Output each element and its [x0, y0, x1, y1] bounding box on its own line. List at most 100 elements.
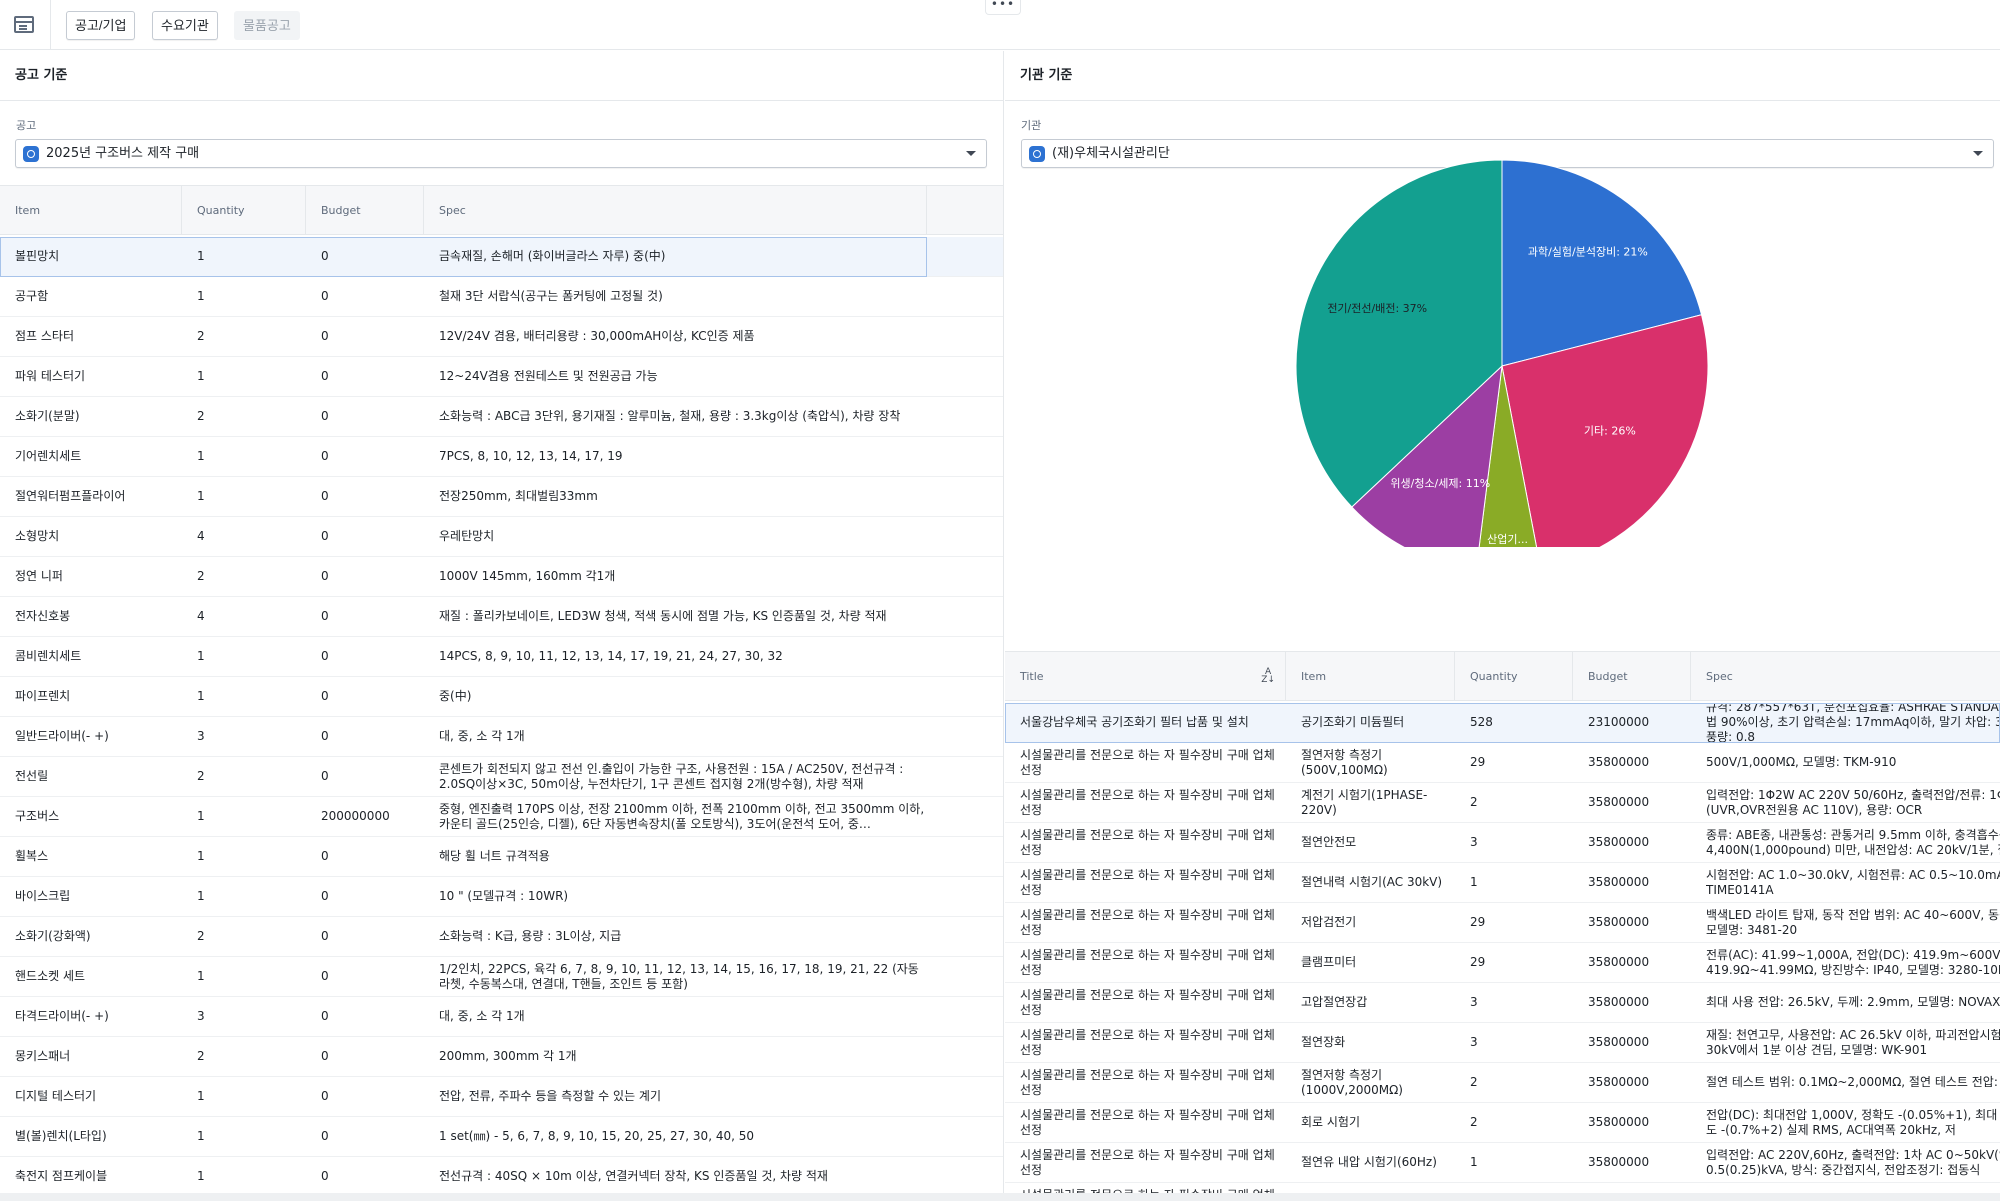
- cell-title: 시설물관리를 전문으로 하는 자 필수장비 구매 업체 선정: [1020, 907, 1275, 937]
- tab-button-goods-notice[interactable]: 물품공고: [234, 11, 300, 40]
- cell-spec: 전류(AC): 41.99~1,000A, 전압(DC): 419.9m~600…: [1706, 947, 2000, 977]
- table-row[interactable]: 시설물관리를 전문으로 하는 자 필수장비 구매 업체 선정 절연안전모 3 3580…: [1005, 823, 2000, 863]
- column-header-quantity[interactable]: Quantity: [1455, 652, 1573, 701]
- cell-budget: 0: [321, 1009, 329, 1023]
- table-row[interactable]: 파워 테스터기 1 0 12~24V겸용 전원테스트 및 전원공급 가능: [0, 357, 1003, 397]
- chevron-down-icon: [1973, 151, 1983, 156]
- cell-budget: 35800000: [1588, 755, 1650, 769]
- table-row[interactable]: 볼핀망치 1 0 금속재질, 손해머 (화이버글라스 자루) 중(中): [0, 237, 1003, 277]
- pie-slice[interactable]: [1295, 159, 1503, 508]
- cell-item: 절연워터펌프플라이어: [15, 489, 126, 503]
- table-row[interactable]: 시설물관리를 전문으로 하는 자 필수장비 구매 업체 선정 클램프미터 29 358…: [1005, 943, 2000, 983]
- cell-item: 절연안전모: [1301, 835, 1357, 849]
- cell-spec: 절연 테스트 범위: 0.1MΩ~2,000MΩ, 절연 테스트 전압: 250…: [1706, 1075, 2000, 1089]
- table-row[interactable]: 시설물관리를 전문으로 하는 자 필수장비 구매 업체 선정 저압검전기 29 358…: [1005, 903, 2000, 943]
- table-row[interactable]: 소형망치 4 0 우레탄망치: [0, 517, 1003, 557]
- cell-spec: 12~24V겸용 전원테스트 및 전원공급 가능: [439, 369, 658, 383]
- tab-button-demand-agency[interactable]: 수요기관: [152, 11, 218, 40]
- table-row[interactable]: 디지털 테스터기 1 0 전압, 전류, 주파수 등을 측정할 수 있는 계기: [0, 1077, 1003, 1117]
- cell-spec: 우레탄망치: [439, 529, 495, 543]
- horizontal-scrollbar[interactable]: [0, 1193, 2000, 1201]
- table-row[interactable]: 소화기(분말) 2 0 소화능력 : ABC급 3단위, 용기재질 : 알루미늄, 철…: [0, 397, 1003, 437]
- cell-item: 절연유 내압 시험기(60Hz): [1301, 1155, 1437, 1169]
- table-row[interactable]: 소화기(강화액) 2 0 소화능력 : K급, 용량 : 3L이상, 지급: [0, 917, 1003, 957]
- table-row[interactable]: 시설물관리를 전문으로 하는 자 필수장비 구매 업체 선정 절연내력 시험기(A…: [1005, 863, 2000, 903]
- table-row[interactable]: 바이스크립 1 0 10 " (모델규격 : 10WR): [0, 877, 1003, 917]
- table-row[interactable]: 타격드라이버(- +) 3 0 대, 중, 소 각 1개: [0, 997, 1003, 1037]
- cell-quantity: 1: [197, 1089, 205, 1103]
- sort-az-icon[interactable]: A Z↓: [1261, 667, 1275, 685]
- cell-budget: 0: [321, 969, 329, 983]
- table-row[interactable]: 전선릴 2 0 콘센트가 회전되지 않고 전선 인.출입이 가능한 구조, 사용전원 …: [0, 757, 1003, 797]
- table-row[interactable]: 콤비렌치세트 1 0 14PCS, 8, 9, 10, 11, 12, 13, 14,…: [0, 637, 1003, 677]
- table-row[interactable]: 정연 니퍼 2 0 1000V 145mm, 160mm 각1개: [0, 557, 1003, 597]
- table-row[interactable]: 휠복스 1 0 해당 휠 너트 규격적용: [0, 837, 1003, 877]
- notice-select[interactable]: 2025년 구조버스 제작 구매: [15, 139, 987, 168]
- cell-spec: 1 set(㎜) - 5, 6, 7, 8, 9, 10, 15, 20, 25…: [439, 1129, 754, 1143]
- column-header-budget[interactable]: Budget: [1573, 652, 1691, 701]
- cell-quantity: 3: [1470, 995, 1478, 1009]
- column-header-item[interactable]: Item: [0, 186, 182, 235]
- cell-quantity: 1: [197, 1169, 205, 1183]
- cell-item: 소화기(분말): [15, 409, 80, 423]
- pie-slice[interactable]: [1501, 159, 1703, 367]
- cell-budget: 0: [321, 369, 329, 383]
- table-row[interactable]: 공구함 1 0 철재 3단 서랍식(공구는 폼커팅에 고정될 것): [0, 277, 1003, 317]
- cell-budget: 23100000: [1588, 715, 1650, 729]
- table-row[interactable]: 점프 스타터 2 0 12V/24V 겸용, 배터리용량 : 30,000mAH이상,…: [0, 317, 1003, 357]
- cell-title: 시설물관리를 전문으로 하는 자 필수장비 구매 업체 선정: [1020, 987, 1275, 1017]
- table-row[interactable]: 서울강남우체국 공기조화기 필터 납품 및 설치 공기조화기 미듐필터 528 231…: [1005, 703, 2000, 743]
- column-header-budget[interactable]: Budget: [306, 186, 424, 235]
- table-row[interactable]: 일반드라이버(- +) 3 0 대, 중, 소 각 1개: [0, 717, 1003, 757]
- table-row[interactable]: 시설물관리를 전문으로 하는 자 필수장비 구매 업체 선정 절연유 내압 시험기…: [1005, 1143, 2000, 1183]
- agency-select-value: (재)우체국시설관리단: [1052, 146, 1170, 161]
- cell-quantity: 1: [197, 969, 205, 983]
- cell-spec: 콘센트가 회전되지 않고 전선 인.출입이 가능한 구조, 사용전원 : 15A…: [439, 761, 904, 791]
- tab-button-notice-company[interactable]: 공고/기업: [66, 11, 136, 40]
- cell-item: 전선릴: [15, 769, 49, 783]
- cell-quantity: 1: [197, 889, 205, 903]
- table-row[interactable]: 전자신호봉 4 0 재질 : 폴리카보네이트, LED3W 청색, 적색 동시에 점멸…: [0, 597, 1003, 637]
- table-row[interactable]: 파이프렌치 1 0 중(中): [0, 677, 1003, 717]
- cell-item: 계전기 시험기(1PHASE-220V): [1301, 787, 1428, 817]
- cell-quantity: 2: [197, 1049, 205, 1063]
- table-row[interactable]: 절연워터펌프플라이어 1 0 전장250mm, 최대벌림33mm: [0, 477, 1003, 517]
- table-row[interactable]: 핸드소켓 세트 1 0 1/2인치, 22PCS, 육각 6, 7, 8, 9, 10…: [0, 957, 1003, 997]
- cell-item: 핸드소켓 세트: [15, 969, 86, 983]
- column-header-spec[interactable]: Spec: [1706, 670, 1733, 683]
- table-row[interactable]: 구조버스 1 200000000 중형, 엔진출력 170PS 이상, 전장 2100…: [0, 797, 1003, 837]
- cell-budget: 0: [321, 1089, 329, 1103]
- cell-item: 디지털 테스터기: [15, 1089, 97, 1103]
- table-row[interactable]: 몽키스패너 2 0 200mm, 300mm 각 1개: [0, 1037, 1003, 1077]
- table-row[interactable]: 시설물관리를 전문으로 하는 자 필수장비 구매 업체 선정 절연저항 측정기(1…: [1005, 1063, 2000, 1103]
- cell-budget: 0: [321, 689, 329, 703]
- cell-budget: 0: [321, 929, 329, 943]
- column-header-quantity[interactable]: Quantity: [182, 186, 306, 235]
- more-options-handle[interactable]: •••: [985, 0, 1021, 15]
- chevron-down-icon: [966, 151, 976, 156]
- table-row[interactable]: 축전지 점프케이블 1 0 전선규격 : 40SQ × 10m 이상, 연결커넥터 장…: [0, 1157, 1003, 1197]
- column-header-spec[interactable]: Spec: [424, 186, 927, 235]
- column-header-title[interactable]: Title A Z↓: [1005, 652, 1286, 701]
- table-row[interactable]: 시설물관리를 전문으로 하는 자 필수장비 구매 업체 선정 회로 시험기 2 358…: [1005, 1103, 2000, 1143]
- cell-budget: 35800000: [1588, 995, 1650, 1009]
- table-row[interactable]: 시설물관리를 전문으로 하는 자 필수장비 구매 업체 선정 고압절연장갑 3 358…: [1005, 983, 2000, 1023]
- cell-item: 저압검전기: [1301, 915, 1357, 929]
- cell-item: 절연장화: [1301, 1035, 1346, 1049]
- cell-quantity: 1: [197, 689, 205, 703]
- cell-quantity: 1: [197, 1129, 205, 1143]
- cell-quantity: 3: [197, 1009, 205, 1023]
- cell-budget: 35800000: [1588, 835, 1650, 849]
- app-window-icon[interactable]: [14, 16, 34, 33]
- table-row[interactable]: 기어렌치세트 1 0 7PCS, 8, 10, 12, 13, 14, 17, 19: [0, 437, 1003, 477]
- cell-item: 전자신호봉: [15, 609, 71, 623]
- table-row[interactable]: 시설물관리를 전문으로 하는 자 필수장비 구매 업체 선정 계전기 시험기(1P…: [1005, 783, 2000, 823]
- table-row[interactable]: 별(볼)렌치(L타입) 1 0 1 set(㎜) - 5, 6, 7, 8, 9, 1…: [0, 1117, 1003, 1157]
- column-header-item[interactable]: Item: [1286, 652, 1455, 701]
- table-row[interactable]: 시설물관리를 전문으로 하는 자 필수장비 구매 업체 선정 절연저항 측정기(5…: [1005, 743, 2000, 783]
- cell-quantity: 3: [1470, 835, 1478, 849]
- cell-title: 시설물관리를 전문으로 하는 자 필수장비 구매 업체 선정: [1020, 1027, 1275, 1057]
- pie-chart-svg: 과학/실험/분석장비: 21% 기타: 26% 산업기... 위생/청소/세제: 11…: [1295, 159, 1709, 573]
- table-row[interactable]: 시설물관리를 전문으로 하는 자 필수장비 구매 업체 선정 절연장화 3 35800…: [1005, 1023, 2000, 1063]
- cell-quantity: 1: [197, 249, 205, 263]
